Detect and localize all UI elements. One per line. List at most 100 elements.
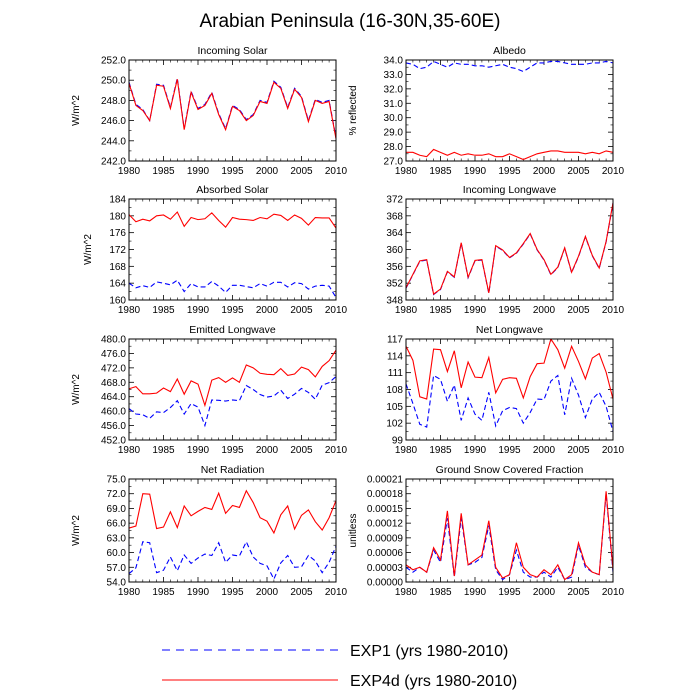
y-tick-label: 31.0 <box>384 99 404 110</box>
series-exp1 <box>406 374 613 432</box>
y-tick-label: 368 <box>386 211 403 222</box>
x-tick-label: 2000 <box>256 305 279 316</box>
y-tick-label: 75.0 <box>107 475 127 486</box>
x-tick-label: 2000 <box>256 445 279 456</box>
y-tick-label: 0.00012 <box>367 519 404 530</box>
y-tick-label: 29.0 <box>384 128 404 139</box>
y-axis-label: % reflected <box>348 85 359 135</box>
x-tick-label: 2010 <box>325 587 348 598</box>
x-tick-label: 1995 <box>221 166 244 177</box>
legend-exp4d-label: EXP4d (yrs 1980-2010) <box>350 673 517 690</box>
y-tick-label: 33.0 <box>384 70 404 81</box>
panel-4: Incoming Longwave 348 352 356 360 364 368 372 19… <box>386 184 624 316</box>
plot-frame <box>405 478 614 583</box>
series-exp4d <box>406 148 613 161</box>
x-tick-label: 1985 <box>152 305 175 316</box>
y-tick-label: 246.0 <box>101 116 126 127</box>
y-tick-label: 27.0 <box>384 157 404 168</box>
plot-frame <box>128 198 337 301</box>
panel-5: Emitted Longwave W/m^2 452.0 456.0 460.0 464.… <box>71 324 348 456</box>
y-axis-label: W/m^2 <box>83 234 94 265</box>
y-tick-label: 452.0 <box>101 436 126 447</box>
plot-frame <box>128 478 337 583</box>
panel-title: Incoming Solar <box>197 45 268 57</box>
y-tick-label: 111 <box>388 368 404 379</box>
y-tick-label: 480.0 <box>101 335 126 346</box>
plot-frame <box>405 198 614 301</box>
x-tick-label: 2005 <box>567 305 590 316</box>
panel-title: Emitted Longwave <box>189 324 276 336</box>
x-tick-label: 1995 <box>221 445 244 456</box>
x-tick-label: 2005 <box>567 587 590 598</box>
y-tick-label: 352 <box>386 279 403 290</box>
y-tick-label: 63.0 <box>107 533 127 544</box>
y-tick-label: 248.0 <box>101 96 126 107</box>
y-axis-label: W/m^2 <box>71 515 82 546</box>
legend: EXP1 (yrs 1980-2010) EXP4d (yrs 1980-201… <box>162 643 517 690</box>
x-tick-label: 2005 <box>290 587 313 598</box>
x-tick-label: 2010 <box>602 445 625 456</box>
x-tick-label: 2010 <box>602 166 625 177</box>
y-tick-label: 476.0 <box>101 349 126 360</box>
y-tick-label: 250.0 <box>101 76 126 87</box>
y-axis-label: unitless <box>348 514 359 548</box>
x-tick-label: 2010 <box>602 587 625 598</box>
panel-7: Net Radiation W/m^2 54.0 57.0 60.0 63.0 66.0 69… <box>71 464 348 598</box>
y-tick-label: 456.0 <box>101 421 126 432</box>
series-exp1 <box>129 78 336 138</box>
x-tick-label: 1990 <box>187 166 210 177</box>
x-tick-label: 1990 <box>187 587 210 598</box>
y-tick-label: 0.00021 <box>367 475 404 486</box>
y-tick-label: 252.0 <box>101 56 126 67</box>
x-tick-label: 1995 <box>498 305 521 316</box>
y-tick-label: 244.0 <box>101 136 126 147</box>
x-tick-label: 1990 <box>464 305 487 316</box>
y-tick-label: 114 <box>387 351 403 362</box>
y-tick-label: 160 <box>109 296 126 307</box>
plot-frame <box>128 338 337 441</box>
x-tick-label: 1980 <box>395 587 418 598</box>
y-tick-label: 0.00003 <box>367 563 404 574</box>
y-axis-label: W/m^2 <box>71 95 82 126</box>
series-exp4d <box>406 339 613 400</box>
y-tick-label: 360 <box>386 245 403 256</box>
x-tick-label: 2010 <box>602 305 625 316</box>
series-exp4d <box>129 489 336 535</box>
y-tick-label: 0.00018 <box>367 489 404 500</box>
x-tick-label: 2010 <box>325 445 348 456</box>
x-tick-label: 2000 <box>256 587 279 598</box>
panel-title: Net Longwave <box>476 324 543 336</box>
series-exp1 <box>129 540 336 581</box>
series-exp4d <box>129 349 336 408</box>
x-tick-label: 1990 <box>464 445 487 456</box>
y-tick-label: 28.0 <box>384 142 404 153</box>
y-tick-label: 108 <box>386 385 403 396</box>
x-tick-label: 1985 <box>429 305 452 316</box>
x-tick-label: 2000 <box>533 166 556 177</box>
x-tick-label: 1995 <box>498 587 521 598</box>
y-tick-label: 184 <box>109 195 126 206</box>
y-tick-label: 356 <box>386 262 403 273</box>
x-tick-label: 1995 <box>498 445 521 456</box>
y-tick-label: 0.00015 <box>367 504 404 515</box>
y-tick-label: 0.00006 <box>367 548 404 559</box>
y-tick-label: 464.0 <box>101 392 126 403</box>
x-tick-label: 2000 <box>533 445 556 456</box>
x-tick-label: 2005 <box>290 445 313 456</box>
y-tick-label: 164 <box>109 279 126 290</box>
series-exp1 <box>129 279 336 298</box>
x-tick-label: 1980 <box>118 445 141 456</box>
y-tick-label: 72.0 <box>107 489 127 500</box>
y-tick-label: 176 <box>109 228 126 239</box>
panel-2: Albedo % reflected 27.0 28.0 29.0 30.0 31.0 32.… <box>348 45 625 177</box>
y-tick-label: 32.0 <box>384 84 404 95</box>
x-tick-label: 1980 <box>395 445 418 456</box>
x-tick-label: 1990 <box>464 587 487 598</box>
y-tick-label: 60.0 <box>107 548 127 559</box>
y-axis-label: W/m^2 <box>71 374 82 405</box>
panel-8: Ground Snow Covered Fraction unitless 0.00… <box>348 464 625 598</box>
x-tick-label: 1995 <box>498 166 521 177</box>
plot-frame <box>128 59 337 162</box>
x-tick-label: 1980 <box>118 587 141 598</box>
plot-frame <box>405 59 614 162</box>
